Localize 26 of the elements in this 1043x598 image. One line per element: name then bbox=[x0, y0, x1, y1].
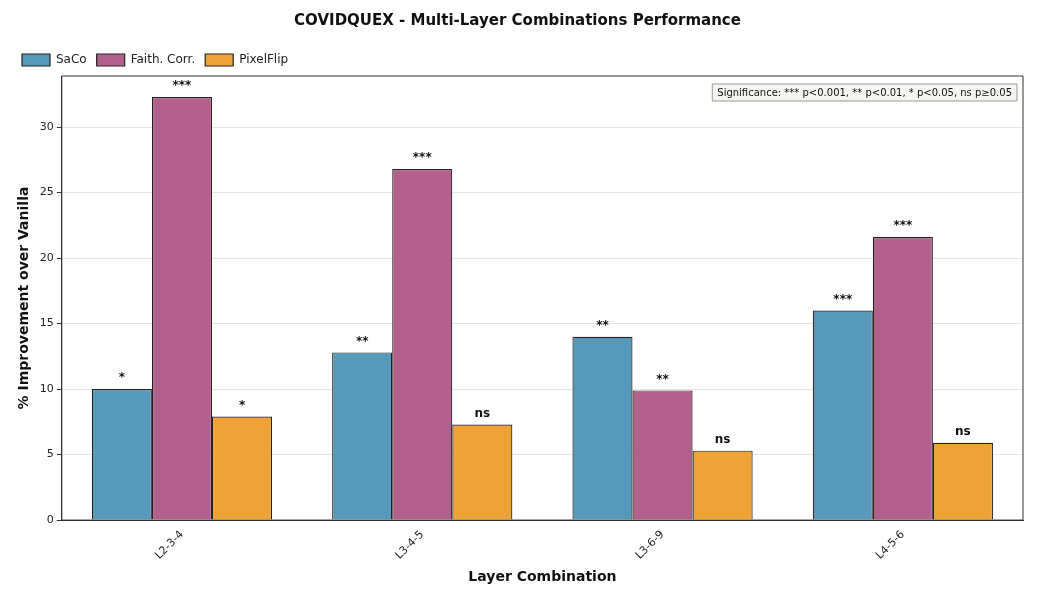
annotation: Significance: *** p<0.001, ** p<0.01, * p<0.05, ns p≥0.05 bbox=[717, 86, 1012, 98]
y-tick-label: 15 bbox=[39, 316, 54, 330]
y-tick-label: 5 bbox=[46, 447, 54, 461]
data-label: * bbox=[238, 397, 246, 412]
x-axis-title: Layer Combination bbox=[468, 568, 617, 585]
y-axis-title: % Improvement over Vanilla bbox=[15, 186, 32, 410]
legend-label: Faith. Corr. bbox=[130, 52, 196, 67]
data-label: *** bbox=[833, 291, 853, 306]
y-tick-label: 0 bbox=[46, 512, 54, 526]
data-label: ** bbox=[596, 317, 610, 332]
y-tick-label: 10 bbox=[39, 381, 54, 395]
legend-label: SaCo bbox=[56, 52, 87, 67]
data-label: *** bbox=[893, 218, 913, 233]
y-tick-label: 30 bbox=[39, 119, 54, 133]
data-label: ** bbox=[656, 371, 670, 386]
data-label: *** bbox=[172, 78, 193, 93]
data-label: ns bbox=[714, 431, 731, 446]
data-label: ** bbox=[355, 333, 370, 348]
y-tick-label: 25 bbox=[39, 185, 54, 199]
y-tick-label: 20 bbox=[39, 250, 54, 264]
data-label: *** bbox=[412, 150, 433, 165]
legend-label: PixelFlip bbox=[239, 52, 289, 67]
chart-title: COVIDQUEX - Multi-Layer Combinations Performance bbox=[294, 10, 741, 29]
data-label: * bbox=[118, 370, 126, 385]
data-label: ns bbox=[955, 423, 971, 438]
data-label: ns bbox=[474, 405, 491, 420]
